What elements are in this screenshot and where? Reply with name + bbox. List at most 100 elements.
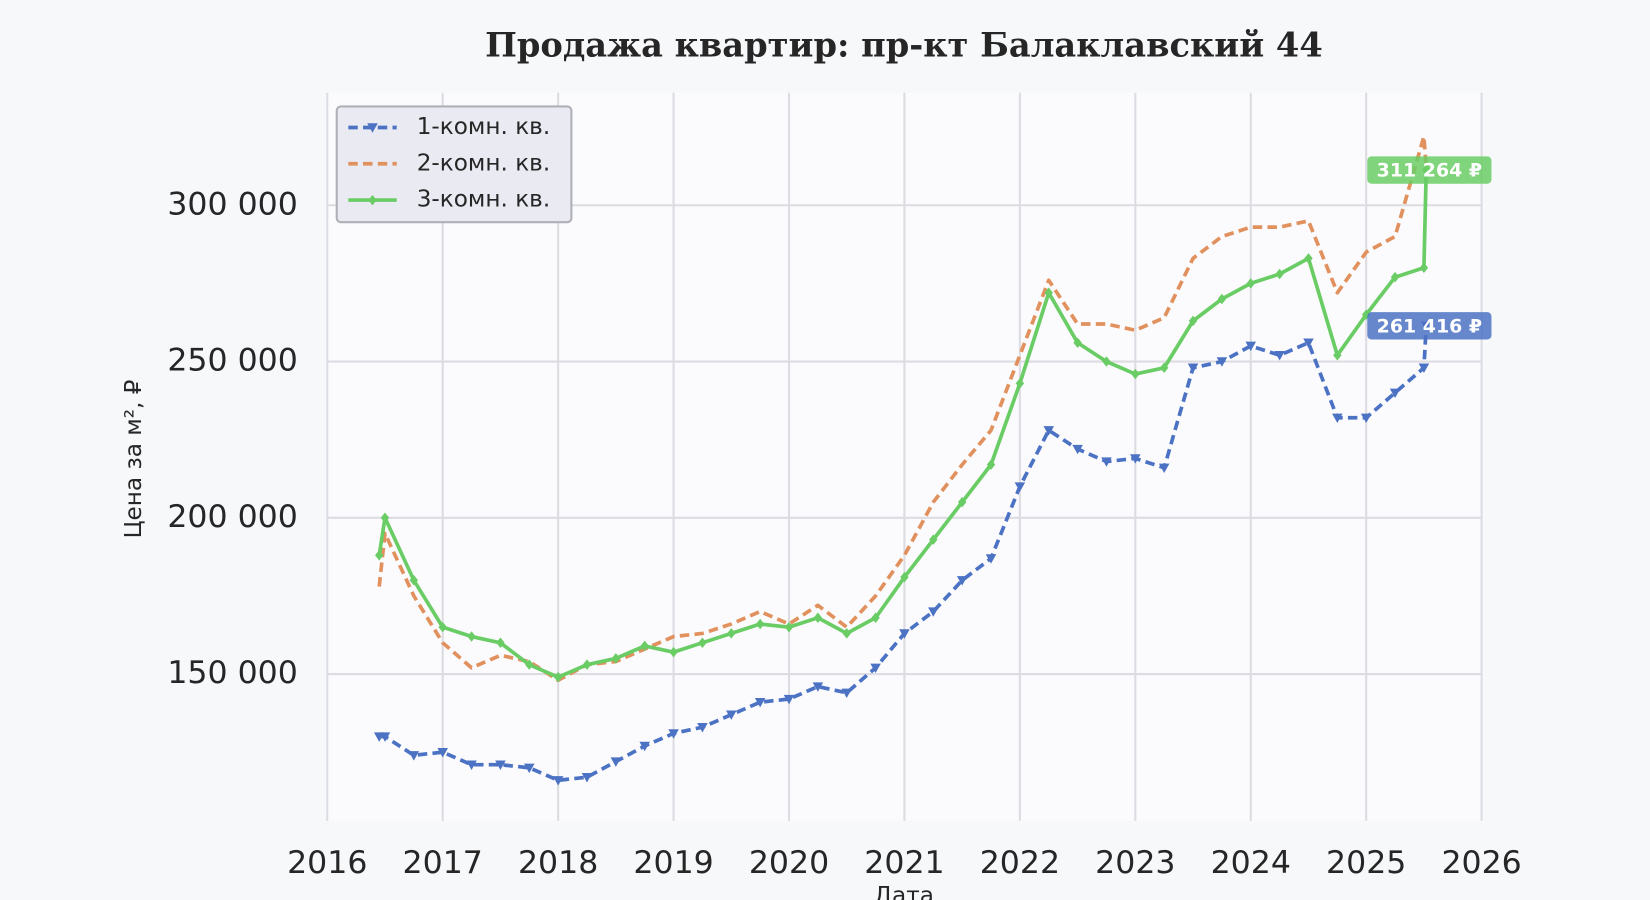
y-tick-label: 150 000	[167, 655, 297, 691]
marker	[784, 621, 794, 633]
marker	[1360, 413, 1372, 424]
marker	[1217, 293, 1227, 305]
x-tick-label: 2023	[1095, 845, 1175, 881]
marker	[929, 534, 938, 545]
marker	[466, 760, 477, 770]
x-tick-label: 2017	[403, 845, 483, 881]
marker	[1101, 457, 1112, 467]
legend-label: 2-комн. кв.	[417, 150, 550, 176]
marker	[813, 612, 823, 624]
y-tick-label: 200 000	[167, 499, 297, 535]
x-tick-label: 2026	[1441, 845, 1521, 881]
marker	[1044, 287, 1053, 299]
marker	[928, 607, 939, 617]
chart-title: Продажа квартир: пр-кт Балаклавский 44	[485, 24, 1323, 64]
marker	[842, 628, 851, 639]
plot: 261 416 ₽ 311 264 ₽	[373, 134, 1492, 786]
marker	[1014, 482, 1026, 492]
marker	[1187, 363, 1199, 374]
marker	[408, 751, 420, 761]
marker	[870, 663, 881, 674]
marker	[1159, 362, 1169, 374]
marker	[726, 710, 737, 720]
marker	[552, 776, 564, 786]
legend-label: 1-комн. кв.	[417, 114, 550, 140]
marker	[1130, 454, 1141, 464]
marker	[871, 612, 880, 624]
marker	[437, 747, 448, 758]
marker	[610, 757, 622, 767]
marker	[367, 123, 378, 133]
marker	[812, 682, 824, 692]
marker	[727, 628, 736, 639]
marker	[1102, 356, 1111, 367]
marker	[841, 688, 852, 699]
marker	[1043, 426, 1055, 436]
marker	[553, 671, 563, 683]
marker	[495, 760, 506, 770]
marker	[1304, 253, 1313, 264]
marker	[1419, 262, 1429, 274]
y-tick-label: 300 000	[167, 186, 297, 222]
marker	[582, 659, 592, 670]
x-tick-label: 2021	[864, 845, 944, 881]
x-tick-label: 2025	[1326, 845, 1406, 881]
marker	[611, 653, 621, 664]
marker	[640, 640, 649, 652]
marker	[1158, 463, 1170, 474]
x-tick-label: 2016	[287, 845, 367, 881]
marker	[1390, 271, 1400, 283]
marker	[1332, 413, 1343, 424]
marker	[1188, 315, 1198, 327]
x-tick-label: 2024	[1211, 845, 1291, 881]
marker	[783, 694, 795, 705]
value-label: 261 416 ₽	[1377, 315, 1482, 337]
marker	[985, 554, 997, 564]
marker	[380, 512, 390, 524]
x-tick-label: 2022	[980, 845, 1060, 881]
marker	[755, 618, 765, 630]
marker	[1073, 337, 1082, 349]
marker	[581, 772, 593, 783]
marker	[438, 621, 447, 633]
legend-label: 3-комн. кв.	[417, 187, 550, 213]
marker	[1303, 338, 1314, 349]
legend: 1-комн. кв. 2-комн. кв. 3-комн. кв.	[335, 105, 573, 224]
marker	[1072, 444, 1083, 455]
x-tick-label: 2019	[633, 845, 713, 881]
legend-box	[335, 105, 573, 224]
y-tick-label: 250 000	[167, 343, 297, 379]
y-axis-label: Цена за м², ₽	[121, 379, 147, 538]
marker	[697, 722, 708, 733]
marker	[379, 732, 391, 742]
marker	[668, 729, 679, 739]
x-axis-label: Дата	[874, 883, 934, 900]
marker	[524, 763, 535, 774]
marker	[1418, 363, 1430, 374]
x-tick-label: 2020	[749, 845, 829, 881]
marker	[1246, 278, 1255, 289]
marker	[1216, 357, 1228, 367]
marker	[957, 496, 967, 508]
marker	[375, 550, 384, 561]
marker	[1275, 268, 1284, 280]
marker	[1131, 368, 1140, 380]
value-label: 311 264 ₽	[1377, 160, 1482, 182]
value-label-box	[1367, 312, 1492, 340]
value-label-box	[1367, 156, 1492, 184]
marker	[525, 659, 534, 670]
marker	[669, 646, 678, 658]
marker	[1274, 351, 1285, 361]
marker	[639, 741, 650, 752]
marker	[1015, 378, 1025, 389]
marker	[956, 576, 968, 586]
marker	[754, 697, 766, 708]
marker	[900, 571, 909, 583]
marker	[467, 631, 476, 642]
x-tick-label: 2018	[518, 845, 598, 881]
marker	[1245, 341, 1257, 352]
marker	[899, 629, 910, 639]
marker	[1389, 388, 1401, 399]
